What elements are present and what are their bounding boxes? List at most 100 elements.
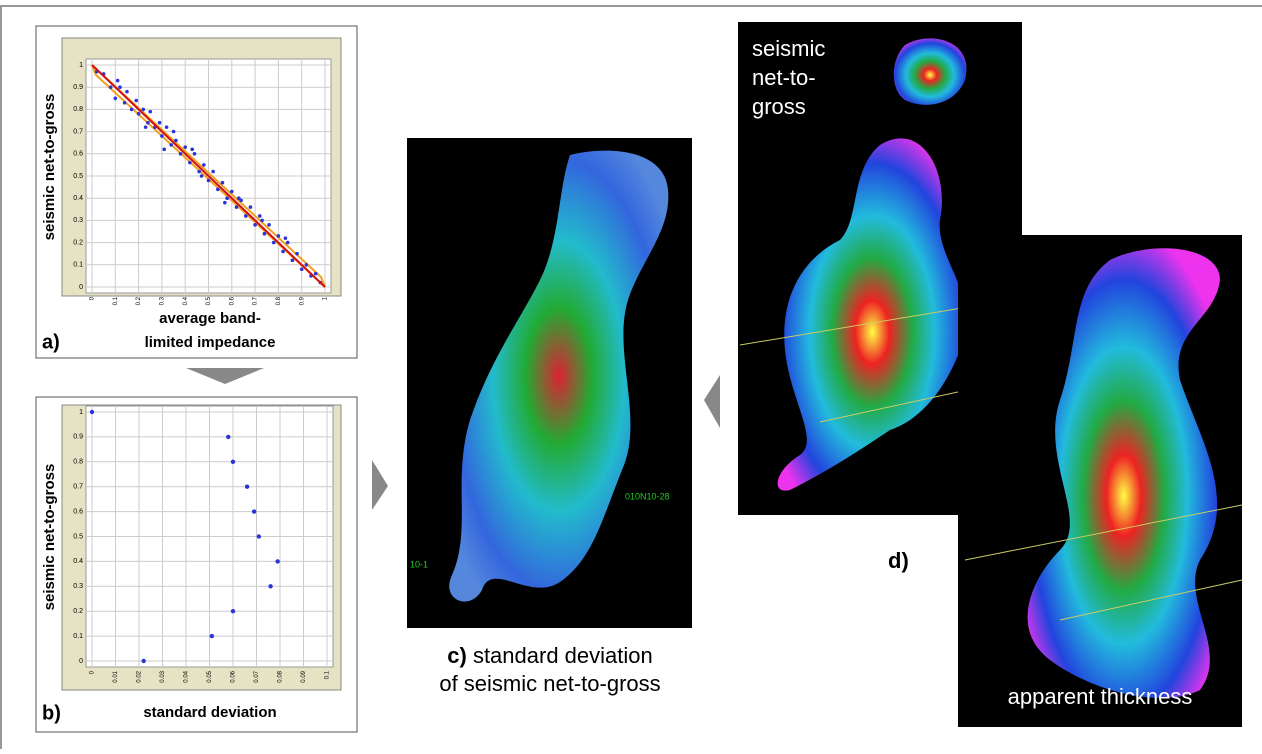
point xyxy=(125,89,129,94)
point xyxy=(183,145,187,149)
point xyxy=(295,251,299,256)
panel-label: b) xyxy=(42,702,61,724)
y-tick-label: 0 xyxy=(79,658,83,665)
point xyxy=(257,214,262,218)
point xyxy=(146,120,150,125)
caption-line: of seismic net-to-gross xyxy=(439,671,660,696)
point xyxy=(122,100,127,105)
point xyxy=(225,196,229,200)
point xyxy=(209,633,215,639)
point xyxy=(113,96,118,101)
point xyxy=(211,169,215,174)
map-d-blob xyxy=(777,138,968,491)
point xyxy=(190,147,194,152)
map-label: net-to- xyxy=(752,65,816,90)
point xyxy=(230,459,236,464)
point xyxy=(239,198,243,203)
y-tick-label: 0.1 xyxy=(73,633,83,640)
x-tick-label: 0.2 xyxy=(136,296,142,305)
point xyxy=(313,271,318,276)
x-tick-label: 0 xyxy=(90,670,96,674)
point xyxy=(136,112,141,116)
point xyxy=(290,258,295,263)
point xyxy=(178,152,183,156)
y-tick-label: 0.5 xyxy=(73,173,83,180)
point xyxy=(206,178,211,183)
x-tick-label: 0.3 xyxy=(159,296,165,305)
y-tick-label: 0.3 xyxy=(73,583,83,590)
x-tick-label: 0.1 xyxy=(113,296,119,305)
x-tick-label: 0.8 xyxy=(276,296,282,305)
x-tick-label: 0.1 xyxy=(325,670,331,679)
point xyxy=(89,409,95,415)
point xyxy=(230,609,236,614)
map-label: gross xyxy=(752,94,806,119)
point xyxy=(118,85,122,89)
y-tick-label: 0.2 xyxy=(73,239,83,246)
point xyxy=(260,218,264,223)
map-label: seismic xyxy=(752,36,825,61)
y-tick-label: 0.8 xyxy=(73,459,83,466)
x-tick-label: 0.02 xyxy=(137,670,143,682)
x-tick-label: 0.9 xyxy=(299,296,305,305)
point xyxy=(129,107,134,112)
point xyxy=(220,180,225,185)
point xyxy=(143,125,148,129)
x-axis-label: standard deviation xyxy=(143,704,276,721)
y-axis-label: seismic net-to-gross xyxy=(41,94,58,241)
caption-line: standard deviation xyxy=(473,643,653,668)
y-tick-label: 0.8 xyxy=(73,106,83,113)
point xyxy=(115,78,120,83)
point xyxy=(267,223,271,227)
y-tick-label: 0.3 xyxy=(73,217,83,224)
y-tick-label: 1 xyxy=(79,62,83,69)
point xyxy=(253,223,257,227)
panel-label: d) xyxy=(888,548,909,573)
y-axis-label: seismic net-to-gross xyxy=(41,464,58,611)
point xyxy=(243,214,248,218)
point xyxy=(169,143,174,147)
x-tick-label: 0.06 xyxy=(231,670,237,682)
x-tick-label: 0.5 xyxy=(206,296,212,305)
y-tick-label: 0 xyxy=(79,284,83,291)
well-label: 10-1 xyxy=(410,559,428,569)
point xyxy=(271,240,276,245)
y-tick-label: 0.4 xyxy=(73,195,83,202)
point xyxy=(160,134,164,138)
y-tick-label: 0.9 xyxy=(73,84,83,91)
point xyxy=(134,98,139,103)
x-tick-label: 0.7 xyxy=(253,296,259,305)
point xyxy=(192,152,197,156)
caption-c: c) standard deviation xyxy=(447,643,652,668)
point xyxy=(262,231,267,236)
point xyxy=(174,138,178,143)
x-tick-label: 0.01 xyxy=(113,670,119,682)
y-tick-label: 0.9 xyxy=(73,434,83,441)
y-tick-label: 0.7 xyxy=(73,484,83,491)
point xyxy=(251,509,257,514)
point xyxy=(164,125,169,129)
arrow-left xyxy=(704,375,720,428)
point xyxy=(148,109,153,114)
x-tick-label: 0 xyxy=(90,296,96,300)
y-tick-label: 0.6 xyxy=(73,508,83,515)
x-tick-label: 0.07 xyxy=(254,670,260,682)
point xyxy=(256,534,262,539)
x-axis-label: limited impedance xyxy=(145,334,276,351)
panel-label: a) xyxy=(42,331,60,353)
point xyxy=(268,584,273,589)
well-label: 010N10-28 xyxy=(625,491,670,501)
x-tick-label: 0.6 xyxy=(229,296,235,305)
point xyxy=(285,240,290,245)
point xyxy=(304,263,309,267)
point xyxy=(199,174,204,178)
x-tick-label: 0.09 xyxy=(301,670,307,682)
map-label: apparent thickness xyxy=(1008,684,1193,709)
map-c-blob xyxy=(449,150,669,602)
y-tick-label: 0.7 xyxy=(73,128,83,135)
x-tick-label: 0.4 xyxy=(183,296,189,305)
x-tick-label: 1 xyxy=(323,296,329,300)
point xyxy=(223,200,227,205)
point xyxy=(283,236,288,240)
